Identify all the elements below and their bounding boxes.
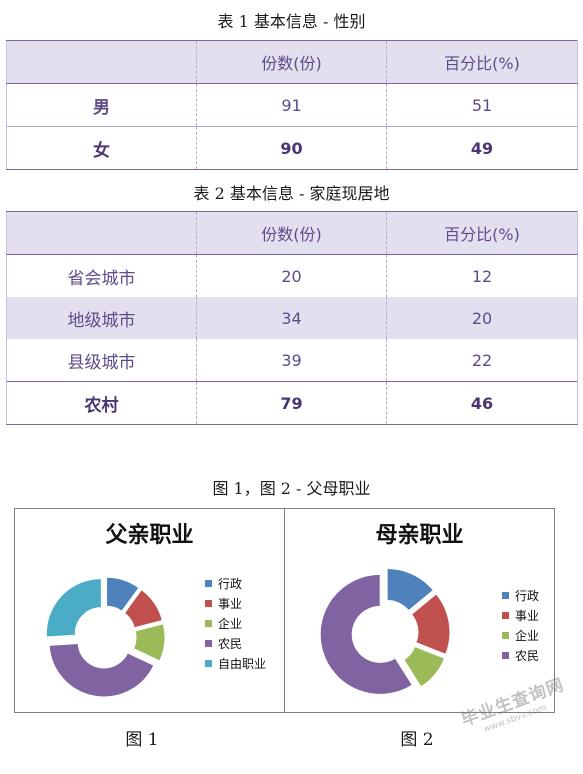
row-label: 地级城市	[6, 297, 197, 339]
donut-chart	[319, 567, 451, 695]
row-label: 县级城市	[6, 339, 197, 382]
legend-swatch	[502, 651, 509, 659]
donut-chart	[45, 576, 166, 698]
legend-item: 事业	[205, 593, 266, 613]
legend-label: 农民	[218, 636, 243, 651]
row-percent: 20	[386, 297, 578, 339]
chart-mother-occupation: 母亲职业 行政事业企业农民	[284, 508, 555, 713]
row-percent: 46	[386, 381, 578, 425]
row-count: 79	[196, 381, 387, 425]
chart-legend: 行政事业企业农民自由职业	[205, 573, 266, 673]
legend-label: 事业	[515, 608, 540, 623]
chart-legend: 行政 事业 企业 农民	[502, 585, 539, 665]
row-label: 女	[6, 126, 197, 170]
legend-item: 行政	[205, 573, 266, 593]
row-count: 20	[196, 254, 387, 297]
table2-caption: 表 2 基本信息 - 家庭现居地	[193, 184, 390, 203]
legend-label: 行政	[218, 576, 243, 591]
legend-swatch	[205, 639, 212, 647]
table-row: 县级城市 39 22	[6, 339, 578, 382]
legend-swatch	[502, 611, 509, 619]
legend-swatch	[502, 631, 509, 639]
chart-title: 母亲职业	[375, 523, 464, 548]
table-row: 省会城市 20 12	[6, 254, 578, 297]
legend-swatch	[205, 579, 212, 587]
donut-slice-事业	[410, 593, 451, 655]
table-row: 地级城市 34 20	[6, 297, 578, 339]
legend-item: 企业	[502, 625, 539, 645]
row-count: 90	[196, 126, 387, 170]
table1-caption: 表 1 基本信息 - 性别	[217, 12, 366, 31]
table-row: 女 90 49	[6, 126, 578, 170]
legend-item: 事业	[502, 605, 539, 625]
legend-swatch	[205, 659, 212, 667]
legend-item: 农民	[502, 645, 539, 665]
chart-father-occupation: 父亲职业 行政事业企业农民自由职业	[14, 508, 285, 713]
figure2-caption: 图 2	[400, 730, 434, 750]
donut-slice-企业	[403, 645, 446, 688]
legend-label: 农民	[515, 648, 540, 663]
row-percent: 49	[386, 126, 578, 170]
donut-slice-农民	[319, 573, 414, 695]
table-header-row: 份数(份) 百分比(%)	[6, 40, 578, 84]
legend-label: 企业	[218, 616, 243, 631]
header-empty	[6, 40, 197, 84]
legend-item: 农民	[205, 633, 266, 653]
row-count: 34	[196, 297, 387, 339]
header-count: 份数(份)	[196, 211, 387, 255]
table-header-row: 份数(份) 百分比(%)	[6, 211, 578, 255]
header-count: 份数(份)	[196, 40, 387, 84]
header-empty	[6, 211, 197, 255]
legend-label: 事业	[218, 596, 243, 611]
legend-swatch	[502, 591, 509, 599]
legend-item: 行政	[502, 585, 539, 605]
legend-label: 自由职业	[218, 656, 267, 671]
table-residence: 份数(份) 百分比(%) 省会城市 20 12 地级城市 34 20 县级城市 …	[6, 211, 578, 425]
row-count: 91	[196, 83, 387, 127]
donut-slice-行政	[106, 576, 140, 612]
legend-label: 企业	[515, 628, 540, 643]
legend-swatch	[205, 619, 212, 627]
donut-slice-企业	[132, 623, 166, 662]
figures-caption: 图 1，图 2 - 父母职业	[212, 479, 371, 498]
donut-slice-自由职业	[45, 578, 102, 638]
row-count: 39	[196, 339, 387, 382]
row-label: 农村	[6, 381, 197, 425]
row-percent: 12	[386, 254, 578, 297]
header-percent: 百分比(%)	[386, 40, 578, 84]
row-label: 省会城市	[6, 254, 197, 297]
table-row: 男 91 51	[6, 83, 578, 127]
legend-item: 企业	[205, 613, 266, 633]
donut-slice-事业	[123, 588, 164, 629]
row-percent: 22	[386, 339, 578, 382]
legend-item: 自由职业	[205, 653, 266, 673]
row-label: 男	[6, 83, 197, 127]
donut-slice-行政	[386, 567, 435, 612]
figure1-caption: 图 1	[125, 730, 159, 750]
table-gender: 份数(份) 百分比(%) 男 91 51 女 90 49	[6, 40, 578, 170]
donut-slice-农民	[48, 643, 155, 698]
chart-title: 父亲职业	[105, 523, 194, 548]
table-row: 农村 79 46	[6, 381, 578, 425]
legend-label: 行政	[515, 588, 540, 603]
row-percent: 51	[386, 83, 578, 127]
header-percent: 百分比(%)	[386, 211, 578, 255]
legend-swatch	[205, 599, 212, 607]
